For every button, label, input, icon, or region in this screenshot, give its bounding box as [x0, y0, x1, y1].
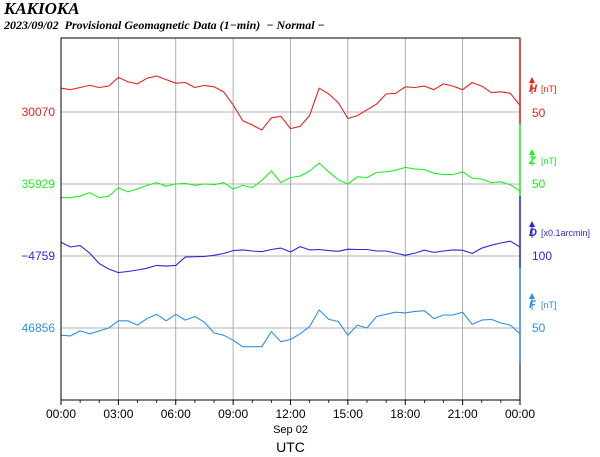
x-tick-label: 09:00 [218, 407, 248, 421]
trace-z [61, 162, 521, 199]
station-name: KAKIOKA [4, 0, 80, 18]
scale-label-f: 50 [532, 321, 546, 335]
scale-label-h: 50 [532, 106, 546, 120]
x-tick-label: 03:00 [103, 407, 133, 421]
trace-f [60, 309, 521, 348]
component-name-d: D [529, 227, 537, 239]
component-name-h: H [529, 83, 538, 95]
scale-label-d: 100 [532, 249, 552, 263]
arrowhead-icon [529, 293, 535, 299]
component-unit-f: [nT] [541, 300, 557, 310]
trace-d [60, 240, 521, 274]
arrowhead-icon [529, 149, 535, 155]
scale-label-z: 50 [532, 177, 546, 191]
x-tick-label: 00:00 [46, 407, 76, 421]
baseline-label-d: −4759 [21, 249, 55, 263]
component-unit-d: [x0.1arcmin] [541, 228, 590, 238]
x-tick-label: 21:00 [448, 407, 478, 421]
chart-subtitle: 2023/09/02 Provisional Geomagnetic Data … [4, 18, 325, 32]
component-name-f: F [529, 299, 536, 311]
baseline-label-f: 46856 [22, 321, 56, 335]
data-traces [60, 75, 521, 348]
x-tick-label: 18:00 [390, 407, 420, 421]
baseline-label-h: 30070 [22, 105, 56, 119]
arrowhead-icon [529, 221, 535, 227]
date-label: Sep 02 [273, 424, 308, 436]
grid [61, 38, 520, 400]
x-tick-label: 12:00 [275, 407, 305, 421]
x-tick-label: 15:00 [333, 407, 363, 421]
x-tick-label: 00:00 [505, 407, 535, 421]
x-axis-title: UTC [276, 439, 305, 455]
component-unit-z: [nT] [541, 156, 557, 166]
axes [60, 37, 521, 405]
x-tick-label: 06:00 [161, 407, 191, 421]
axis-labels: 00:00 03:00 06:00 09:00 12:00 15:00 18:00 21:00… [21, 77, 590, 455]
trace-h [60, 75, 521, 131]
component-unit-h: [nT] [541, 84, 557, 94]
baseline-label-z: 35929 [22, 177, 56, 191]
component-name-z: Z [528, 155, 537, 167]
arrowhead-icon [529, 77, 535, 83]
